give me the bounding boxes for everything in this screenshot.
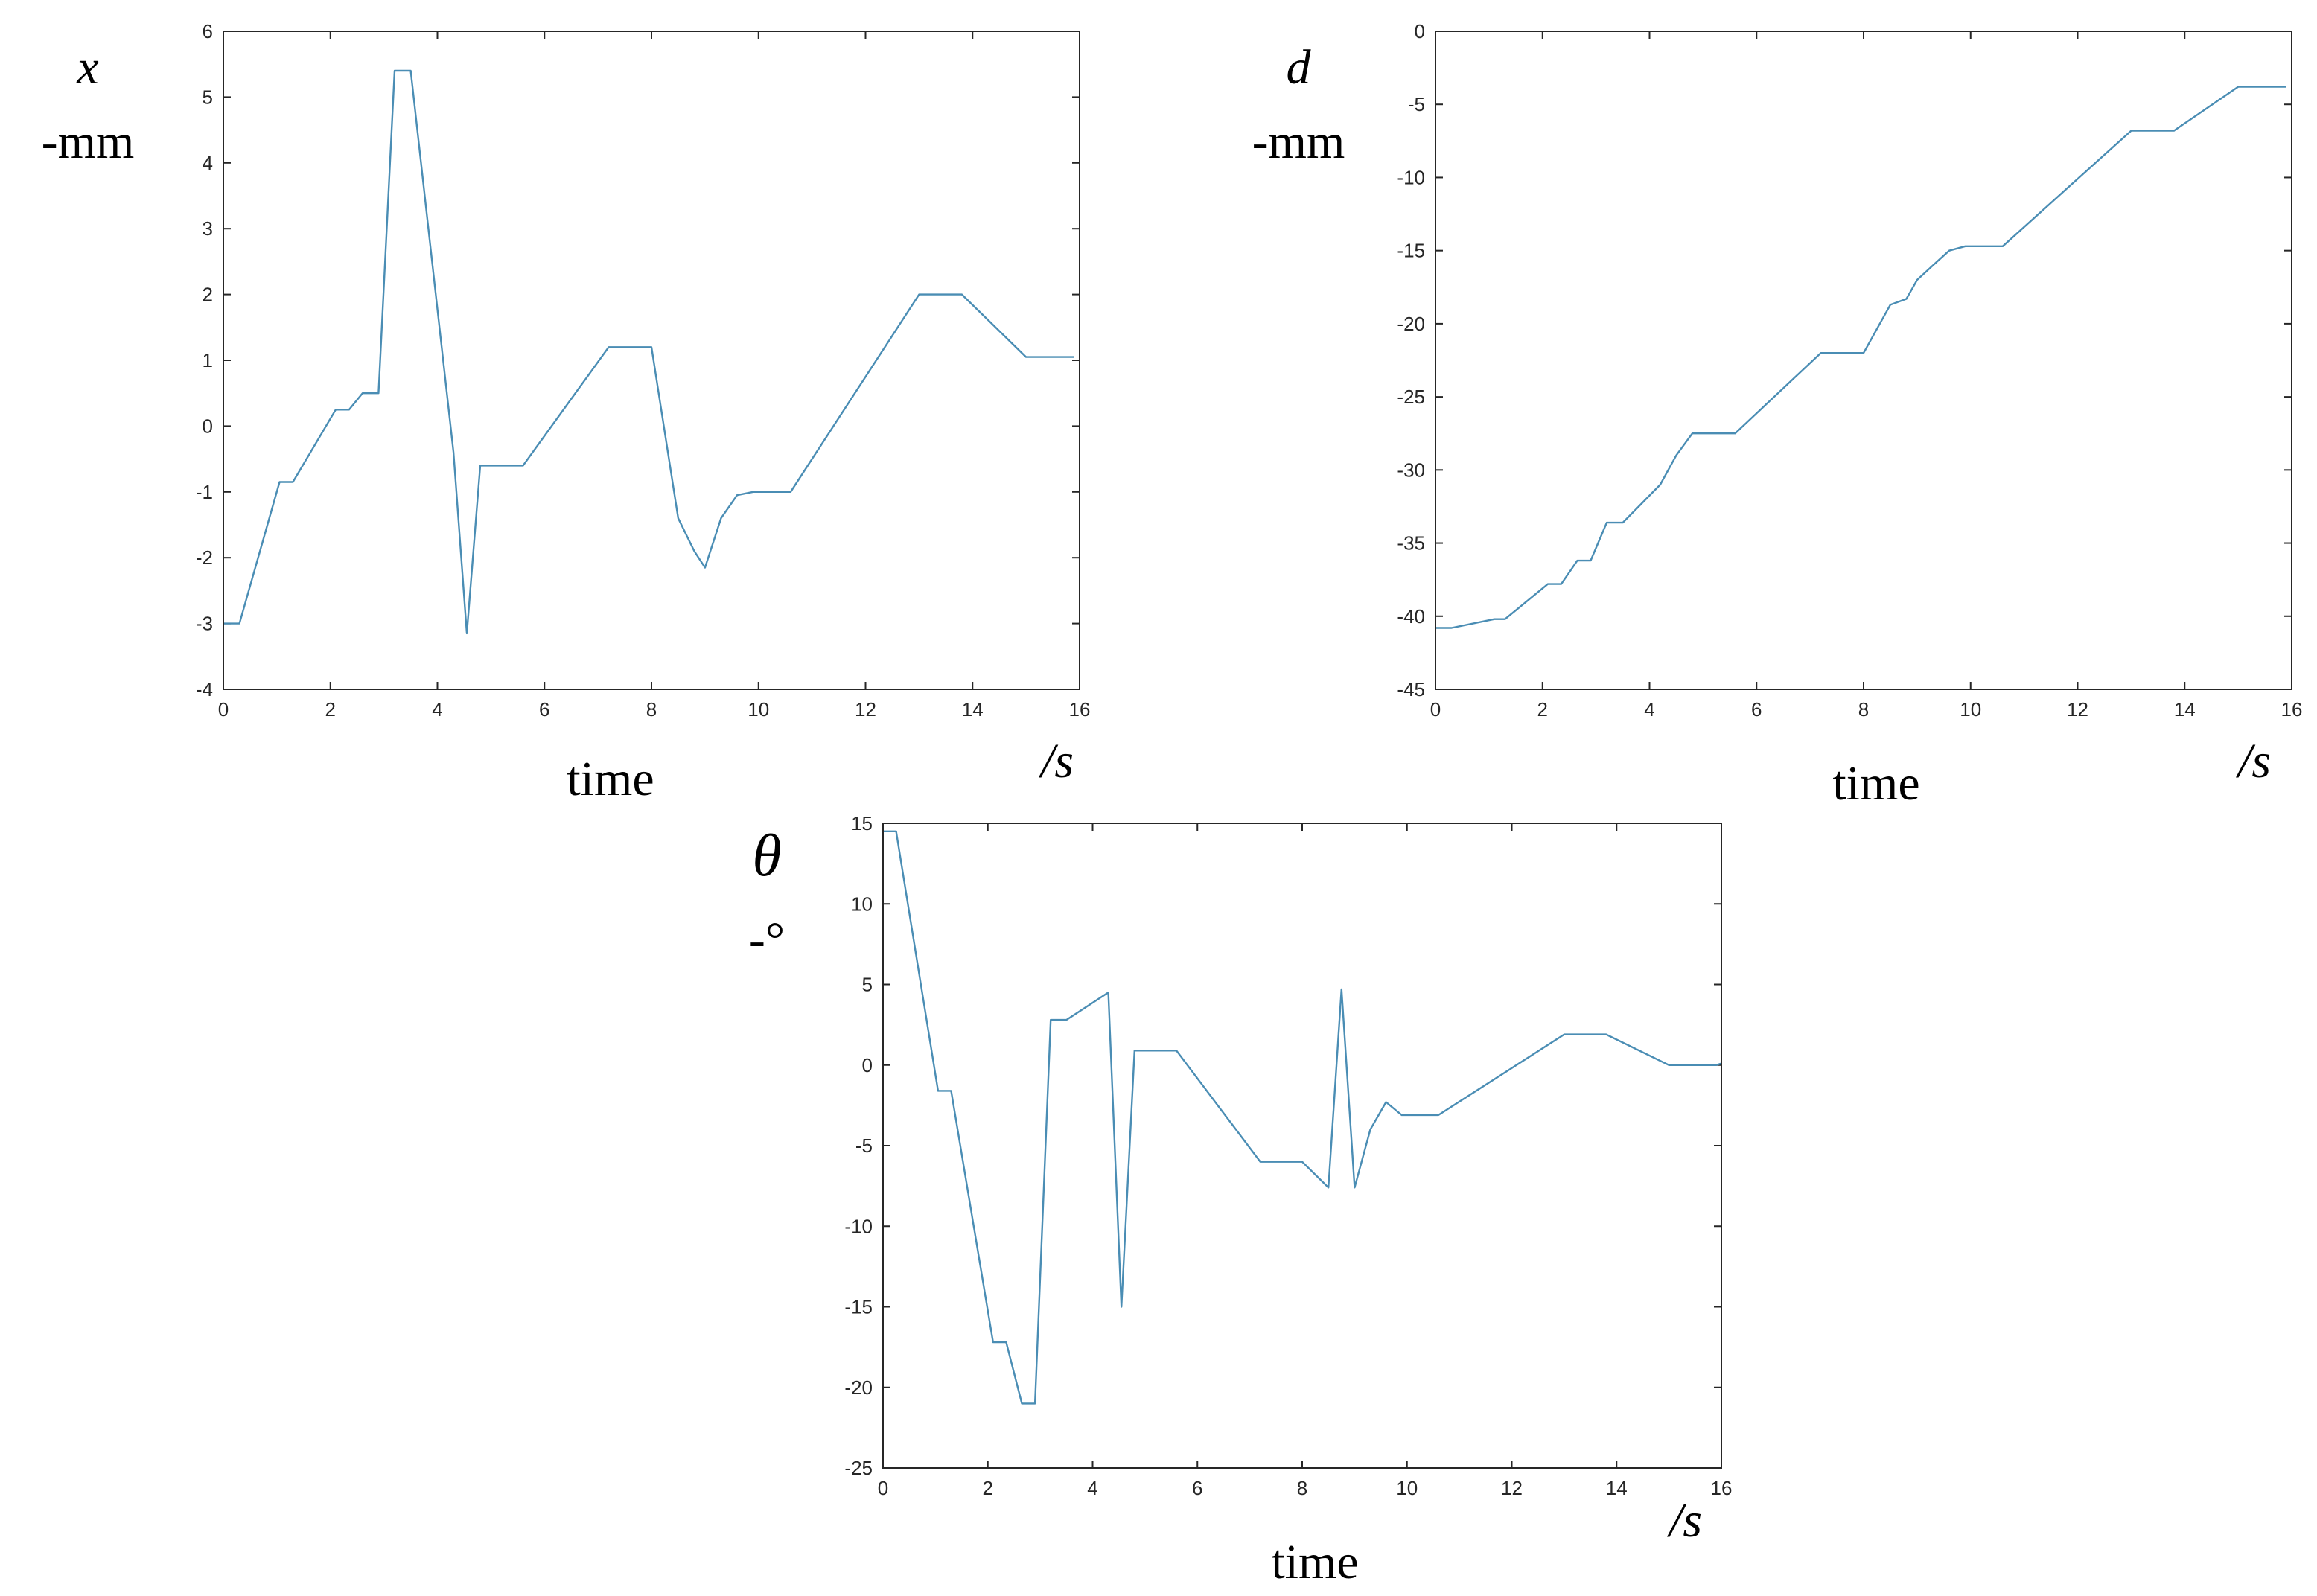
chart-theta-angle: θ -° 0 2 4 6 8 10 12 14 16 -25 -20 -15 -10 -5 0 5 10 15 t… (749, 812, 1733, 1589)
x-tick-label: 2 (325, 698, 336, 721)
y-tick-label: -1 (196, 481, 213, 503)
axes-frame (882, 823, 1722, 1469)
ylabel-unit: -mm (1252, 115, 1345, 169)
y-tick-label: -25 (844, 1457, 873, 1479)
y-tick-label: -20 (844, 1376, 873, 1399)
y-tick-label: 0 (1415, 20, 1425, 42)
y-tick-label: -3 (196, 613, 213, 635)
x-tick-label: 10 (1396, 1477, 1418, 1499)
x-tick-label: 0 (1430, 698, 1441, 721)
y-tick-label: 3 (203, 217, 213, 240)
y-tick-label: 6 (203, 20, 213, 42)
x-tick-label: 12 (855, 698, 876, 721)
series-line (1435, 86, 2286, 629)
x-tick-label: 10 (748, 698, 769, 721)
x-tick-label: 8 (1297, 1477, 1307, 1499)
x-tick-label: 16 (2281, 698, 2303, 721)
y-tick-label: 4 (203, 152, 213, 174)
y-tick-label: -10 (844, 1215, 873, 1237)
x-tick-label: 4 (1087, 1477, 1097, 1499)
y-tick-label: -30 (1397, 459, 1425, 481)
x-tick-label: 10 (1960, 698, 1981, 721)
y-tick-label: -20 (1397, 313, 1425, 335)
x-tick-label: 0 (218, 698, 229, 721)
x-tick-label: 8 (646, 698, 657, 721)
axes-frame (223, 31, 1080, 690)
x-tick-label: 16 (1069, 698, 1091, 721)
ylabel-unit: -° (749, 913, 785, 967)
ylabel-symbol: x (76, 40, 98, 95)
y-tick-label: 0 (862, 1054, 873, 1076)
xunit: /s (2235, 734, 2271, 788)
x-tick-label: 8 (1858, 698, 1869, 721)
x-tick-label: 4 (1644, 698, 1654, 721)
y-tick-label: -40 (1397, 605, 1425, 628)
y-tick-label: 5 (203, 86, 213, 108)
xunit: /s (1038, 734, 1074, 788)
xlabel: time (1832, 756, 1919, 811)
series-line (223, 69, 1074, 635)
axes-frame (1435, 31, 2292, 690)
x-tick-label: 6 (1751, 698, 1762, 721)
y-tick-label: -45 (1397, 678, 1425, 700)
y-tick-label: 1 (203, 349, 213, 371)
x-tick-label: 12 (2067, 698, 2088, 721)
y-tick-label: -15 (844, 1296, 873, 1318)
x-tick-label: 0 (878, 1477, 888, 1499)
xlabel: time (1271, 1535, 1358, 1589)
y-tick-label: -5 (1408, 93, 1425, 115)
y-tick-label: 0 (203, 415, 213, 437)
tick-labels: 0 2 4 6 8 10 12 14 16 -25 -20 -15 -10 -5 0 5 10 15 (844, 812, 1732, 1499)
tick-labels: 0 2 4 6 8 10 12 14 16 -45 -40 -35 -30 -25 -20 -15 -10 -5 0 (1397, 20, 2302, 721)
y-tick-label: 15 (851, 812, 873, 834)
xlabel: time (567, 752, 654, 806)
y-tick-label: -25 (1397, 386, 1425, 408)
x-tick-label: 6 (1192, 1477, 1202, 1499)
x-tick-label: 4 (432, 698, 442, 721)
x-tick-label: 6 (539, 698, 549, 721)
y-tick-label: -5 (855, 1134, 873, 1157)
y-tick-label: -35 (1397, 532, 1425, 555)
ylabel-unit: -mm (42, 115, 135, 169)
x-tick-label: 2 (1537, 698, 1548, 721)
y-tick-label: -15 (1397, 240, 1425, 262)
x-tick-label: 14 (2174, 698, 2196, 721)
x-tick-label: 16 (1711, 1477, 1733, 1499)
y-tick-label: -2 (196, 546, 213, 569)
x-tick-label: 12 (1501, 1477, 1523, 1499)
y-tick-label: -10 (1397, 166, 1425, 188)
x-tick-label: 2 (983, 1477, 993, 1499)
y-tick-label: 2 (203, 284, 213, 306)
y-tick-label: 10 (851, 893, 873, 915)
xunit: /s (1666, 1493, 1702, 1548)
y-tick-label: 5 (862, 974, 873, 996)
x-tick-label: 14 (962, 698, 984, 721)
y-tick-label: -4 (196, 678, 213, 700)
chart-d-position: d -mm 0 2 4 6 8 10 12 14 16 -45 -40 -35 -30 -25 -20 -15… (1252, 20, 2303, 811)
series-line (883, 830, 1722, 1405)
ylabel-symbol: d (1287, 40, 1312, 95)
x-tick-label: 14 (1606, 1477, 1628, 1499)
ylabel-symbol: θ (752, 823, 781, 889)
